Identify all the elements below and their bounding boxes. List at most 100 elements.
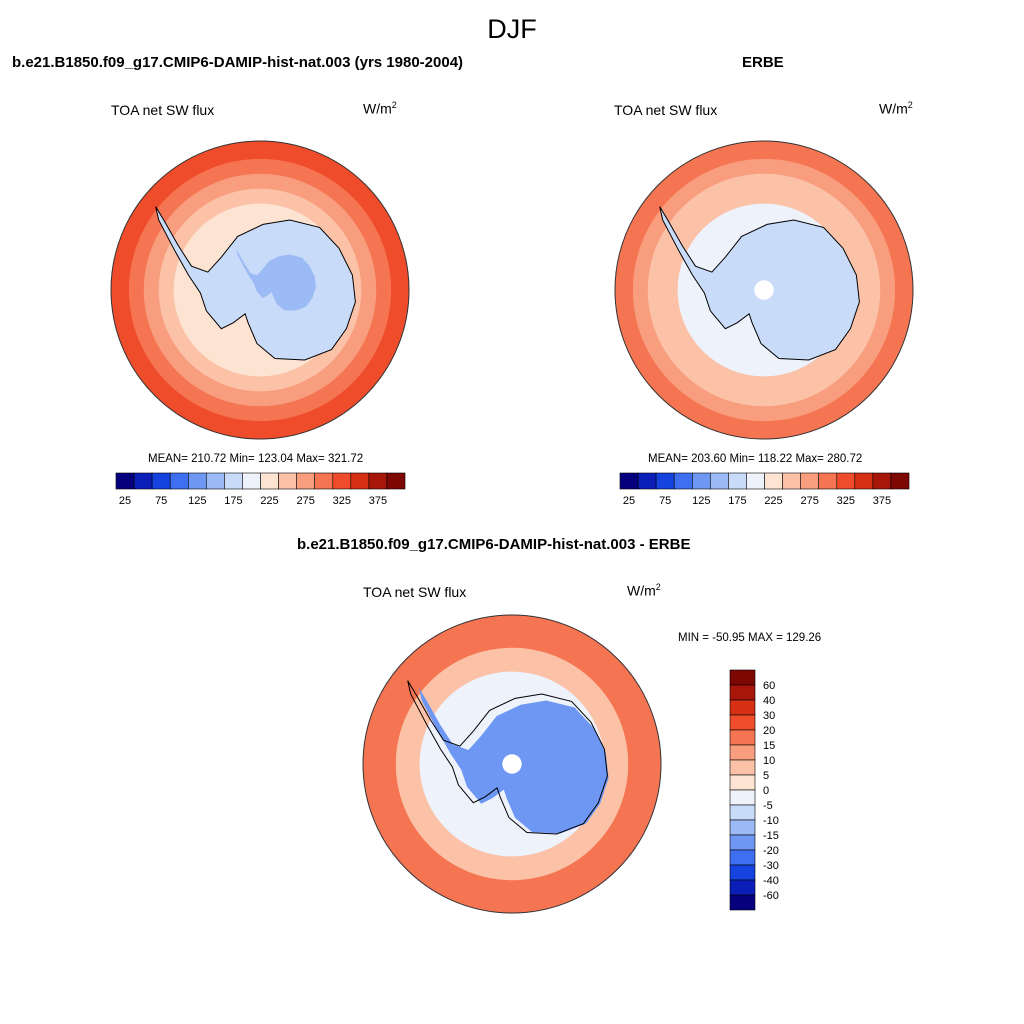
- diff-colorbar-tick-13: -40: [763, 875, 779, 887]
- diff-colorbar-tick-9: -10: [763, 815, 779, 827]
- obs-colorbar-box-1: [637, 472, 657, 490]
- model-colorbar-tick-3: 175: [224, 495, 242, 507]
- diff-panel-title: b.e21.B1850.f09_g17.CMIP6-DAMIP-hist-nat…: [297, 536, 691, 553]
- model-colorbar-tick-0: 25: [119, 495, 131, 507]
- model-colorbar-box-1: [133, 472, 153, 490]
- model-colorbar-box-13: [350, 472, 370, 490]
- obs-map-border: [614, 140, 914, 440]
- obs-colorbar-tick-4: 225: [764, 495, 782, 507]
- obs-colorbar-box-12: [836, 472, 856, 490]
- model-colorbar-box-11: [314, 472, 334, 490]
- diff-colorbar-box-9: [729, 804, 756, 821]
- obs-stats-label: MEAN= 203.60 Min= 118.22 Max= 280.72: [648, 453, 863, 465]
- obs-colorbar-tick-1: 75: [659, 495, 671, 507]
- diff-map-border: [362, 614, 662, 914]
- model-colorbar-box-10: [296, 472, 316, 490]
- obs-colorbar-box-3: [673, 472, 693, 490]
- obs-colorbar-tick-0: 25: [623, 495, 635, 507]
- obs-colorbar-box-11: [818, 472, 838, 490]
- model-colorbar-box-7: [242, 472, 261, 490]
- diff-colorbar-box-7: [729, 774, 756, 791]
- obs-colorbar-box-2: [655, 472, 675, 490]
- diff-colorbar-box-2: [729, 699, 756, 716]
- diff-colorbar-tick-5: 10: [763, 755, 775, 767]
- model-variable-label: TOA net SW flux: [111, 102, 215, 118]
- obs-colorbar-tick-6: 325: [837, 495, 855, 507]
- obs-colorbar-box-15: [890, 472, 910, 490]
- model-colorbar-box-9: [278, 472, 298, 490]
- model-plateau-fill: [236, 249, 316, 311]
- diff-variable-label: TOA net SW flux: [363, 584, 467, 600]
- diff-colorbar-tick-8: -5: [763, 800, 773, 812]
- model-colorbar-tick-5: 275: [297, 495, 315, 507]
- diff-colorbar-tick-1: 40: [763, 695, 775, 707]
- obs-colorbar-box-0: [619, 472, 639, 490]
- diff-colorbar-tick-4: 15: [763, 740, 775, 752]
- model-colorbar-tick-7: 375: [369, 495, 387, 507]
- obs-colorbar-box-7: [746, 472, 765, 490]
- model-colorbar-box-4: [188, 472, 207, 490]
- diff-colorbar-box-10: [729, 819, 756, 836]
- obs-colorbar-tick-2: 125: [692, 495, 710, 507]
- obs-colorbar-box-6: [728, 472, 747, 490]
- diff-colorbar-tick-10: -15: [763, 830, 779, 842]
- obs-colorbar-box-9: [782, 472, 801, 490]
- diff-colorbar-tick-2: 30: [763, 710, 775, 722]
- obs-colorbar-box-5: [709, 472, 729, 490]
- obs-polar-map: [614, 140, 914, 440]
- model-map-border: [110, 140, 410, 440]
- diff-colorbar-box-6: [729, 759, 756, 776]
- diff-colorbar-tick-12: -30: [763, 860, 779, 872]
- obs-colorbar-tick-3: 175: [728, 495, 746, 507]
- model-colorbar: 25 75 125 175 225 275 325 375: [115, 472, 406, 507]
- obs-colorbar-box-4: [691, 472, 711, 490]
- diff-coastline: [407, 680, 608, 835]
- model-colorbar-tick-1: 75: [155, 495, 167, 507]
- diff-stats-label: MIN = -50.95 MAX = 129.26: [678, 632, 822, 644]
- diff-colorbar-tick-0: 60: [763, 680, 775, 692]
- diff-colorbar-tick-7: 0: [763, 785, 769, 797]
- model-colorbar-box-14: [368, 472, 388, 490]
- figure-title: DJF: [487, 14, 537, 44]
- diff-colorbar-box-5: [729, 744, 756, 761]
- model-colorbar-box-5: [206, 472, 225, 490]
- diff-colorbar-box-1: [729, 684, 756, 701]
- obs-colorbar-tick-5: 275: [801, 495, 819, 507]
- model-polar-map: [110, 140, 410, 440]
- model-colorbar-tick-4: 225: [260, 495, 278, 507]
- diff-colorbar-box-8: [729, 789, 756, 806]
- obs-panel-title: ERBE: [742, 54, 784, 71]
- model-colorbar-tick-6: 325: [333, 495, 351, 507]
- diff-colorbar-tick-6: 5: [763, 770, 769, 782]
- diff-colorbar-box-3: [729, 714, 756, 731]
- obs-colorbar-box-13: [854, 472, 874, 490]
- obs-colorbar-tick-7: 375: [873, 495, 891, 507]
- model-panel-title: b.e21.B1850.f09_g17.CMIP6-DAMIP-hist-nat…: [12, 54, 464, 71]
- diff-colorbar-box-12: [729, 849, 756, 866]
- diff-colorbar-box-14: [729, 879, 756, 896]
- diff-colorbar-tick-14: -60: [763, 890, 779, 902]
- obs-colorbar-box-10: [800, 472, 819, 490]
- diff-colorbar: 60 40 30 20 15 10 5 0 -5 -10 -15 -20 -30 -40 -60: [729, 669, 779, 911]
- diff-colorbar-box-11: [729, 834, 756, 851]
- diff-colorbar-tick-11: -20: [763, 845, 779, 857]
- obs-variable-label: TOA net SW flux: [614, 102, 718, 118]
- obs-pole-missing: [754, 280, 774, 300]
- obs-colorbar-box-14: [872, 472, 892, 490]
- diff-polar-map: [362, 614, 662, 914]
- diff-colorbar-box-15: [729, 894, 756, 911]
- diff-colorbar-box-0: [729, 669, 756, 686]
- model-colorbar-tick-2: 125: [188, 495, 206, 507]
- model-colorbar-box-12: [332, 472, 352, 490]
- diff-pole-missing: [502, 754, 522, 774]
- model-colorbar-box-0: [115, 472, 135, 490]
- model-colorbar-box-6: [224, 472, 243, 490]
- model-colorbar-box-8: [260, 472, 279, 490]
- model-colorbar-box-2: [151, 472, 171, 490]
- obs-colorbar: 25 75 125 175 225 275 325 375: [619, 472, 910, 507]
- model-stats-label: MEAN= 210.72 Min= 123.04 Max= 321.72: [148, 453, 364, 465]
- model-colorbar-box-3: [169, 472, 189, 490]
- obs-units-label: W/m2: [879, 100, 913, 117]
- diff-colorbar-tick-3: 20: [763, 725, 775, 737]
